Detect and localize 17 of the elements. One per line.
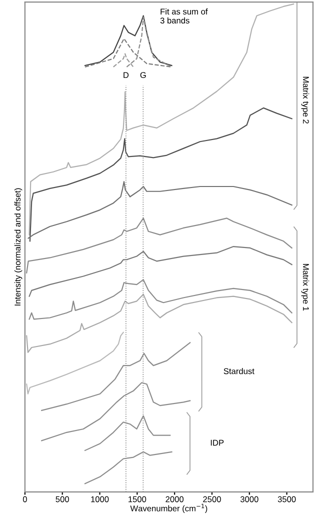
annotation: Fit as sum of 3 bands — [160, 8, 208, 24]
x-tick-label: 2500 — [203, 496, 221, 502]
annotation: Matrix type 1 — [301, 264, 310, 311]
x-tick-label: 2000 — [166, 496, 184, 502]
x-tick-label: 500 — [56, 496, 69, 502]
x-tick-label: 1500 — [128, 496, 146, 502]
x-axis-title: Wavenumber (cm$^{−1}$) — [130, 504, 208, 514]
x-tick-label: 3500 — [278, 496, 296, 502]
annotation: Stardust — [224, 368, 254, 374]
annotation: Matrix type 2 — [301, 76, 310, 124]
annotation: IDP — [210, 440, 224, 446]
x-tick-label: 3000 — [240, 496, 258, 502]
x-tick-label: 0 — [22, 496, 27, 502]
ref-line-label: D — [124, 72, 129, 78]
x-tick-label: 1000 — [91, 496, 109, 502]
ref-line-label: G — [140, 72, 146, 78]
y-axis-title: Intensity (normalized and offset) — [14, 188, 22, 306]
